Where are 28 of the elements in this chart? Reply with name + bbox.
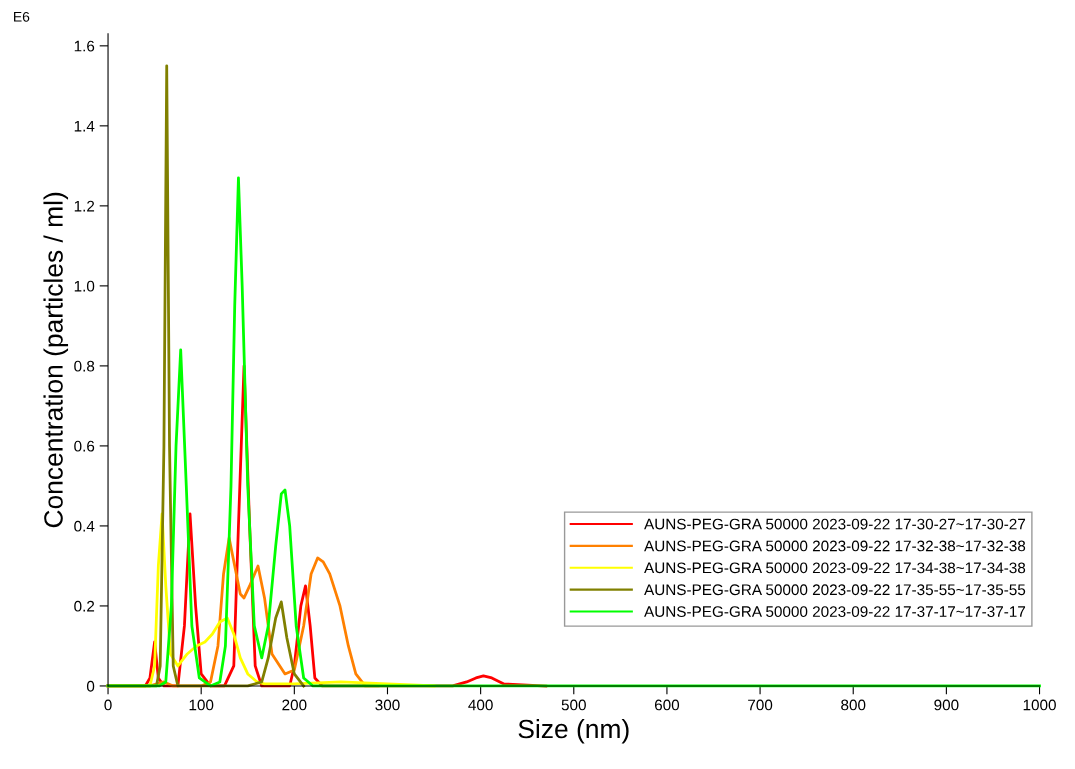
y-tick-label: 1.0 (74, 280, 95, 292)
x-tick-label: 1000 (1023, 699, 1056, 711)
y-tick-label: 0.4 (74, 520, 95, 532)
x-tick-label: 700 (748, 699, 773, 711)
legend-label: AUNS-PEG-GRA 50000 2023-09-22 17-30-27~17-30-27 (644, 518, 1026, 530)
y-tick-label: 0 (86, 680, 95, 692)
x-tick-label: 500 (561, 699, 586, 711)
y-tick-label: 1.4 (74, 120, 95, 132)
x-tick-label: 0 (104, 699, 112, 711)
y-tick-label: 1.2 (74, 200, 95, 212)
y-tick-label: 0.6 (74, 440, 95, 452)
x-tick-label: 100 (189, 699, 214, 711)
legend-label: AUNS-PEG-GRA 50000 2023-09-22 17-35-55~17-35-55 (644, 584, 1026, 596)
x-tick-label: 200 (282, 699, 307, 711)
y-tick-label: 0.8 (74, 360, 95, 372)
x-tick-label: 900 (934, 699, 959, 711)
y-tick-label: 0.2 (74, 600, 95, 612)
legend-label: AUNS-PEG-GRA 50000 2023-09-22 17-34-38~17-34-38 (644, 562, 1026, 574)
x-tick-label: 600 (654, 699, 680, 711)
text: E6 (14, 11, 30, 22)
x-tick-label: 400 (468, 699, 493, 711)
y-axis-title: Concentration (particles / ml) (43, 192, 69, 528)
legend-label: AUNS-PEG-GRA 50000 2023-09-22 17-37-17~17-37-17 (644, 606, 1026, 618)
legend-label: AUNS-PEG-GRA 50000 2023-09-22 17-32-38~17-32-38 (644, 540, 1026, 552)
x-tick-label: 300 (375, 699, 400, 711)
x-axis-title: Size (nm) (518, 718, 629, 744)
x-tick-label: 800 (841, 699, 866, 711)
y-tick-label: 1.6 (74, 40, 95, 52)
